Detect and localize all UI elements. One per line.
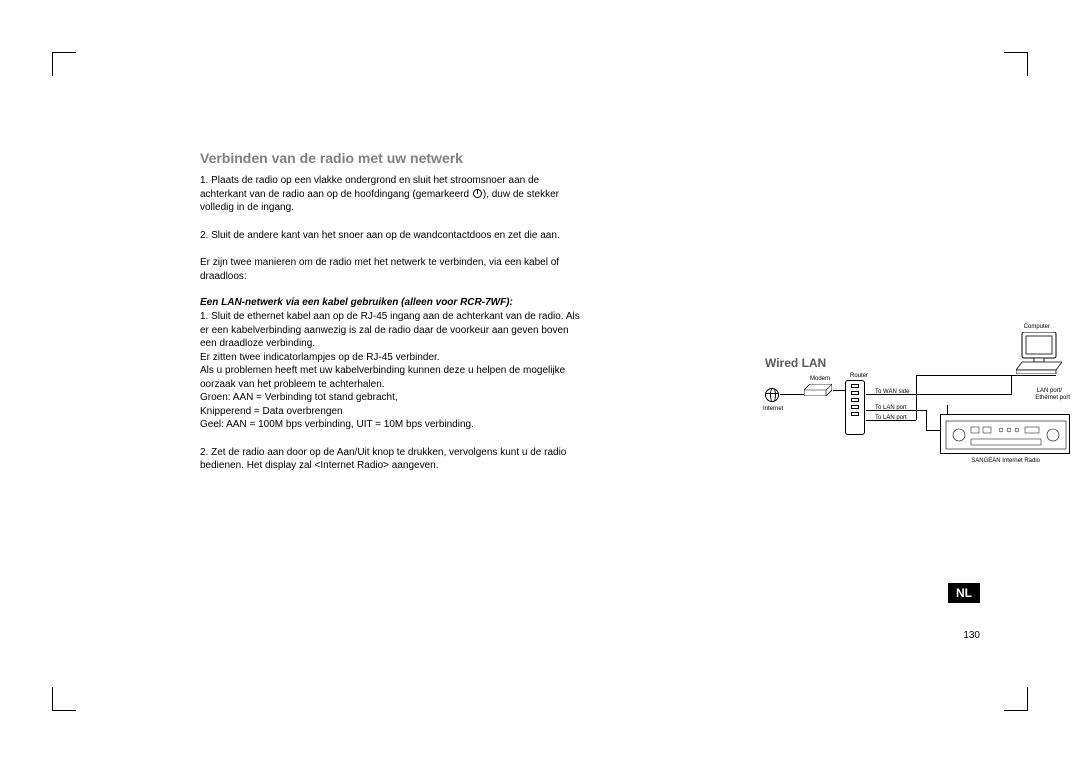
- crop-mark: [52, 710, 76, 711]
- language-badge: NL: [948, 583, 980, 603]
- power-icon: [473, 189, 482, 198]
- label-lan-port: LAN port/: [1037, 388, 1062, 394]
- lan-step-1b: Er zitten twee indicatorlampjes op de RJ…: [200, 351, 580, 365]
- wire: [916, 375, 917, 420]
- lan-step-1e: Knipperend = Data overbrengen: [200, 405, 580, 419]
- label-radio: SANGEAN Internet Radio: [971, 458, 1040, 464]
- crop-mark: [1027, 687, 1028, 711]
- label-eth-port: Ethernet port: [1035, 395, 1070, 401]
- crop-mark: [52, 52, 76, 53]
- modem-icon: [804, 384, 832, 396]
- wire: [916, 375, 1056, 376]
- section-heading: Verbinden van de radio met uw netwerk: [200, 150, 580, 166]
- crop-mark: [1004, 710, 1028, 711]
- lan-step-1f: Geel: AAN = 100M bps verbinding, UIT = 1…: [200, 418, 580, 432]
- lan-subheading: Een LAN-netwerk via een kabel gebruiken …: [200, 297, 580, 308]
- crop-mark: [52, 687, 53, 711]
- label-modem: Modem: [810, 376, 830, 382]
- radio-back: [941, 415, 1071, 455]
- router-port: [851, 384, 859, 388]
- page-number: 130: [963, 630, 980, 641]
- wire: [926, 410, 927, 430]
- step-2: 2. Sluit de andere kant van het snoer aa…: [200, 229, 580, 243]
- lan-step-2: 2. Zet de radio aan door op de Aan/Uit k…: [200, 446, 580, 473]
- crop-mark: [1004, 52, 1028, 53]
- router-port: [851, 391, 859, 395]
- router-port: [851, 412, 859, 416]
- globe-icon: [765, 388, 779, 402]
- intro-paragraph: Er zijn twee manieren om de radio met he…: [200, 256, 580, 283]
- antenna-icon: [947, 405, 948, 415]
- left-column: Verbinden van de radio met uw netwerk 1.…: [200, 150, 580, 473]
- lan-step-1: 1. Sluit de ethernet kabel aan op de RJ-…: [200, 310, 580, 432]
- wire: [926, 430, 940, 431]
- wired-lan-diagram: Wired LAN Internet Modem Router To WAN s…: [650, 350, 1070, 490]
- diagram-title: Wired LAN: [765, 356, 826, 370]
- wire: [1011, 375, 1012, 395]
- label-router: Router: [850, 373, 868, 379]
- wire: [833, 390, 845, 391]
- crop-mark: [52, 52, 53, 76]
- computer-icon: [1016, 332, 1062, 374]
- wire: [780, 394, 804, 395]
- router-icon: [845, 380, 865, 435]
- lan-step-1c: Als u problemen heeft met uw kabelverbin…: [200, 364, 580, 391]
- label-computer: Computer: [1024, 324, 1050, 330]
- router-port: [851, 398, 859, 402]
- lan-step-1d: Groen: AAN = Verbinding tot stand gebrac…: [200, 391, 580, 405]
- radio-icon: [940, 414, 1070, 454]
- router-port: [851, 405, 859, 409]
- step-1: 1. Plaats de radio op een vlakke ondergr…: [200, 174, 580, 215]
- label-to-lan-2: To LAN port: [875, 415, 907, 421]
- crop-mark: [1027, 52, 1028, 76]
- lan-step-1a: 1. Sluit de ethernet kabel aan op de RJ-…: [200, 310, 580, 351]
- label-internet: Internet: [763, 406, 783, 412]
- label-to-wan: To WAN side: [875, 389, 909, 395]
- label-to-lan-1: To LAN port: [875, 405, 907, 411]
- page-content: Verbinden van de radio met uw netwerk 1.…: [200, 150, 900, 473]
